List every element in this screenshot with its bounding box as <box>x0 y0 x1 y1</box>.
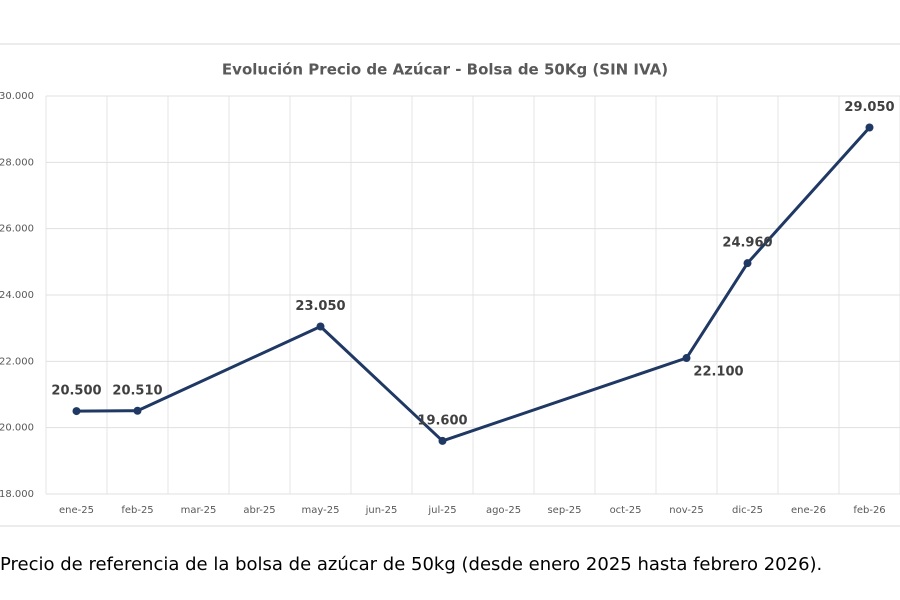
data-point <box>72 407 81 416</box>
data-label: 20.510 <box>112 383 162 398</box>
data-label: 19.600 <box>417 413 467 428</box>
y-tick-label: 22.000 <box>0 356 34 367</box>
x-tick-label: abr-25 <box>243 505 275 516</box>
caption: Precio de referencia de la bolsa de azúc… <box>0 554 822 575</box>
data-label: 20.500 <box>51 384 101 399</box>
x-tick-label: dic-25 <box>732 505 763 516</box>
data-label: 23.050 <box>295 299 345 314</box>
data-point <box>682 354 691 363</box>
y-tick-label: 30.000 <box>0 91 34 102</box>
x-tick-label: ene-26 <box>791 505 826 516</box>
y-tick-label: 28.000 <box>0 157 34 168</box>
chart-title: Evolución Precio de Azúcar - Bolsa de 50… <box>222 61 668 79</box>
data-label: 24.960 <box>722 236 772 251</box>
x-tick-label: mar-25 <box>181 505 217 516</box>
x-tick-label: feb-25 <box>121 505 153 516</box>
x-tick-label: jun-25 <box>365 505 398 516</box>
data-point <box>316 322 325 331</box>
x-tick-label: nov-25 <box>669 505 703 516</box>
x-tick-label: ago-25 <box>486 505 521 516</box>
y-tick-label: 20.000 <box>0 423 34 434</box>
x-tick-label: may-25 <box>302 505 340 516</box>
data-point <box>865 123 874 132</box>
data-point <box>438 436 447 445</box>
x-tick-label: feb-26 <box>853 505 885 516</box>
chart-frame <box>0 43 900 527</box>
data-label: 29.050 <box>844 100 894 115</box>
data-point <box>743 259 752 268</box>
x-tick-label: oct-25 <box>610 505 642 516</box>
y-tick-label: 18.000 <box>0 489 34 500</box>
line-segment <box>319 325 444 443</box>
data-point <box>133 406 142 415</box>
line-segment <box>136 325 322 413</box>
x-tick-label: sep-25 <box>547 505 581 516</box>
x-tick-label: ene-25 <box>59 505 94 516</box>
y-tick-label: 24.000 <box>0 290 34 301</box>
data-label: 22.100 <box>693 365 743 380</box>
line-segment <box>746 126 871 265</box>
y-tick-label: 26.000 <box>0 224 34 235</box>
line-segment <box>441 356 688 443</box>
line-segment <box>685 261 749 360</box>
x-tick-label: jul-25 <box>427 505 456 516</box>
